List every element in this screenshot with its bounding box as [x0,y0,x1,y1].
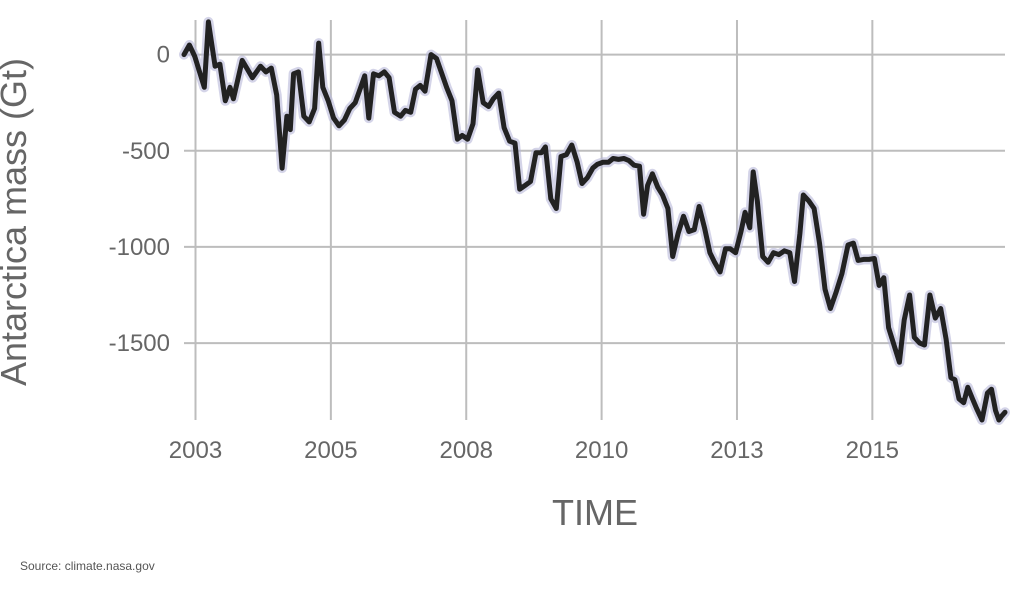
source-note: Source: climate.nasa.gov [20,559,155,573]
band-layer [179,16,1010,425]
x-axis-title: TIME [552,492,638,533]
y-tick-label: -1500 [109,330,170,357]
grid-layer [184,20,1005,420]
y-tick-label: -500 [122,138,170,165]
mass-series-line [181,19,1008,423]
y-axis-title: Antarctica mass (Gt) [0,58,34,386]
uncertainty-band [179,16,1010,425]
x-tick-label: 2015 [846,437,899,464]
x-tick-label: 2005 [304,437,357,464]
x-tick-label: 2008 [440,437,493,464]
y-tick-label: -1000 [109,234,170,261]
line-layer [181,19,1008,423]
x-tick-label: 2013 [710,437,763,464]
y-tick-label: 0 [157,42,170,69]
tick-layer: 0 -500 -1000 -1500 2003 2005 2008 2010 2013 2015 [109,42,899,464]
x-tick-label: 2003 [169,437,222,464]
x-tick-label: 2010 [575,437,628,464]
